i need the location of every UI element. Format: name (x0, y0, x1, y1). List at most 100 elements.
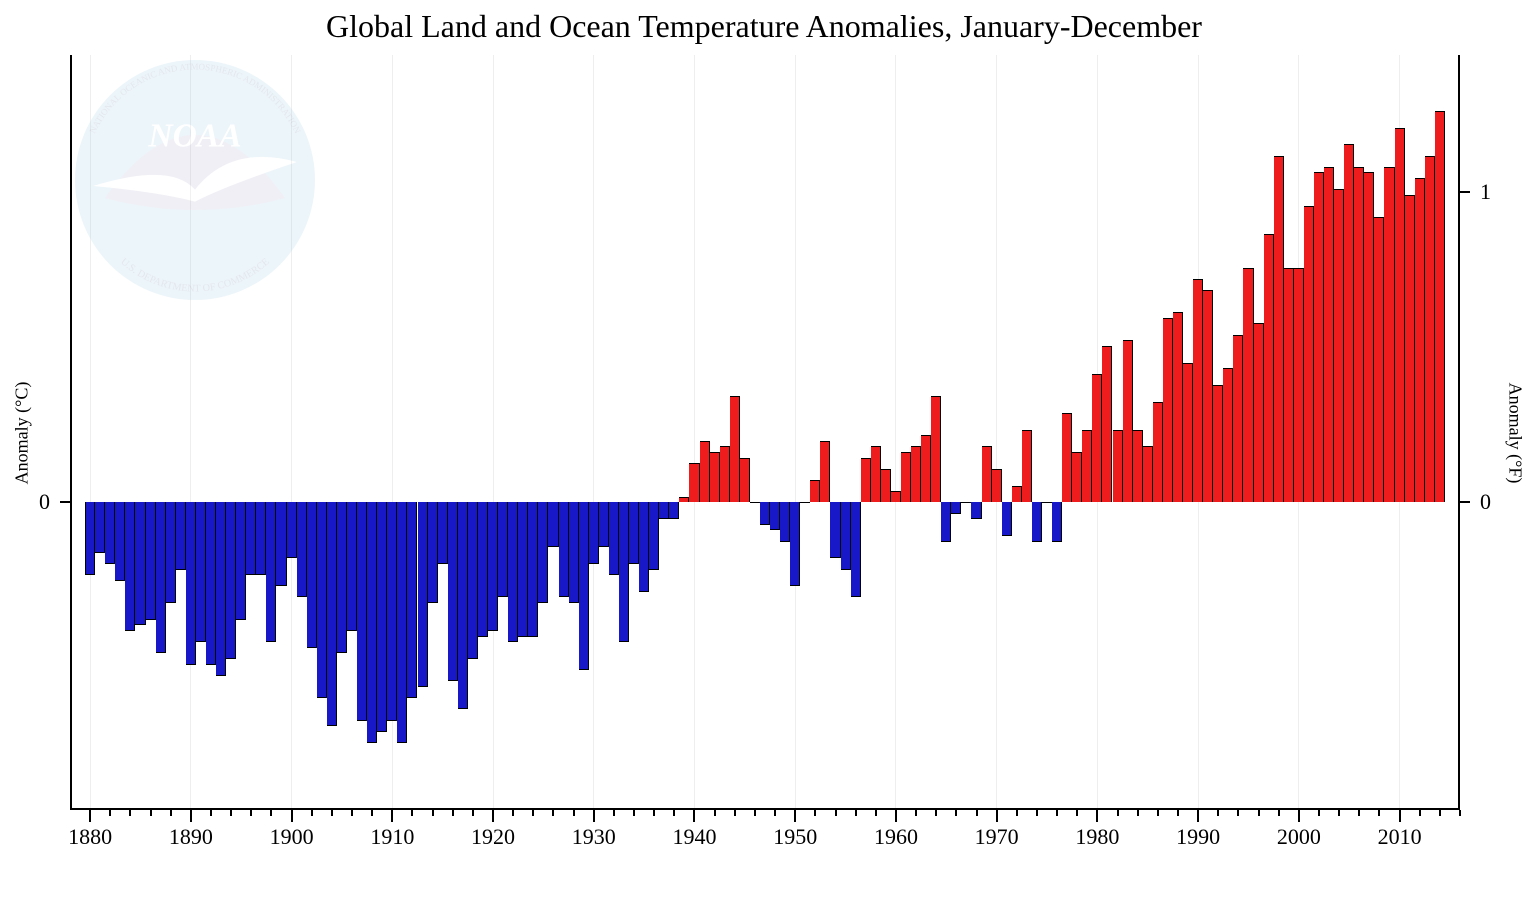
bar-1889 (176, 502, 186, 569)
x-tick-minor (1076, 810, 1078, 816)
bar-1900 (287, 502, 297, 558)
bar-1905 (337, 502, 347, 653)
bar-1946 (750, 502, 760, 503)
y-axis-left-title: Anomaly (°C) (12, 381, 33, 484)
bar-1932 (609, 502, 619, 575)
bar-1978 (1072, 452, 1082, 502)
bar-1896 (246, 502, 256, 575)
bar-2001 (1304, 206, 1314, 502)
bar-1942 (710, 452, 720, 502)
x-tick-minor (633, 810, 635, 816)
gridline-vertical (795, 55, 796, 810)
x-tick-minor (311, 810, 313, 816)
bar-2002 (1314, 172, 1324, 502)
noaa-watermark: NOAANATIONAL OCEANIC AND ATMOSPHERIC ADM… (65, 50, 325, 310)
axis-left (70, 55, 72, 810)
bar-1906 (347, 502, 357, 631)
bar-1904 (327, 502, 337, 726)
bar-1938 (669, 502, 679, 519)
y-left-tick-label: 0 (39, 489, 58, 515)
bar-1957 (861, 458, 871, 503)
gridline-vertical (593, 55, 594, 810)
bar-1961 (901, 452, 911, 502)
bar-1888 (166, 502, 176, 603)
bar-1907 (357, 502, 367, 720)
bar-1995 (1243, 268, 1253, 503)
bar-1991 (1203, 290, 1213, 503)
bar-1895 (236, 502, 246, 619)
x-tick-label: 1880 (68, 824, 112, 850)
bar-1901 (297, 502, 307, 597)
bar-2005 (1344, 144, 1354, 502)
gridline-vertical (895, 55, 896, 810)
bar-1909 (377, 502, 387, 731)
x-tick-minor (230, 810, 232, 816)
x-tick-label: 2000 (1277, 824, 1321, 850)
x-tick-minor (250, 810, 252, 816)
x-tick-minor (774, 810, 776, 816)
bar-1923 (518, 502, 528, 636)
bar-1898 (266, 502, 276, 642)
bar-1926 (548, 502, 558, 547)
x-tick-major (693, 810, 695, 822)
bar-1934 (629, 502, 639, 564)
y-right-tick (1460, 501, 1470, 503)
bar-1988 (1173, 312, 1183, 502)
bar-1996 (1254, 323, 1264, 502)
x-tick-minor (1419, 810, 1421, 816)
bar-1908 (367, 502, 377, 742)
bar-1958 (871, 446, 881, 502)
bar-1984 (1133, 430, 1143, 503)
x-tick-minor (875, 810, 877, 816)
x-tick-minor (1258, 810, 1260, 816)
bar-1931 (599, 502, 609, 547)
bar-1928 (569, 502, 579, 603)
bar-1944 (730, 396, 740, 502)
x-tick-label: 1940 (672, 824, 716, 850)
gridline-vertical (996, 55, 997, 810)
bar-1987 (1163, 318, 1173, 503)
x-tick-minor (411, 810, 413, 816)
bar-1965 (941, 502, 951, 541)
bar-1985 (1143, 446, 1153, 502)
x-tick-minor (1378, 810, 1380, 816)
bar-1970 (992, 469, 1002, 503)
x-tick-minor (734, 810, 736, 816)
bar-1968 (971, 502, 981, 519)
bar-1903 (317, 502, 327, 698)
bar-1930 (589, 502, 599, 564)
chart-container: Global Land and Ocean Temperature Anomal… (0, 0, 1528, 917)
x-tick-label: 1920 (471, 824, 515, 850)
bar-1924 (528, 502, 538, 636)
x-tick-minor (1237, 810, 1239, 816)
bar-1953 (820, 441, 830, 503)
bar-1935 (639, 502, 649, 591)
x-tick-minor (452, 810, 454, 816)
bar-1887 (156, 502, 166, 653)
x-tick-minor (552, 810, 554, 816)
x-tick-label: 1910 (370, 824, 414, 850)
x-tick-major (895, 810, 897, 822)
bar-1881 (95, 502, 105, 552)
bar-1943 (720, 446, 730, 502)
x-tick-minor (835, 810, 837, 816)
bar-1892 (206, 502, 216, 664)
x-tick-minor (170, 810, 172, 816)
x-tick-minor (855, 810, 857, 816)
x-tick-major (89, 810, 91, 822)
x-tick-minor (210, 810, 212, 816)
bar-1886 (146, 502, 156, 619)
x-tick-major (1096, 810, 1098, 822)
x-tick-major (1298, 810, 1300, 822)
bar-1952 (810, 480, 820, 502)
bar-1899 (276, 502, 286, 586)
x-tick-minor (270, 810, 272, 816)
x-tick-label: 1960 (874, 824, 918, 850)
bar-2003 (1324, 167, 1334, 503)
bar-1936 (649, 502, 659, 569)
y-axis-right-title: Anomaly (°F) (1505, 382, 1526, 483)
bar-1891 (196, 502, 206, 642)
x-tick-label: 1990 (1176, 824, 1220, 850)
bar-1955 (841, 502, 851, 569)
x-tick-label: 1930 (572, 824, 616, 850)
